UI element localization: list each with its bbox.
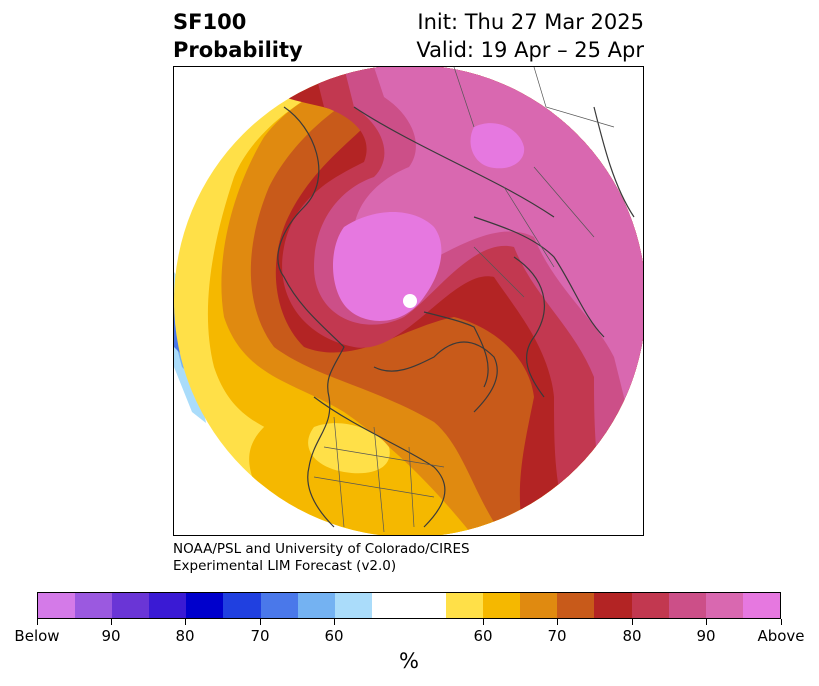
colorbar-segment xyxy=(668,593,706,618)
colorbar-segment xyxy=(112,593,150,618)
valid-period: Valid: 19 Apr – 25 Apr xyxy=(416,38,644,62)
colorbar-tick-label: 80 xyxy=(175,627,195,645)
colorbar-units: % xyxy=(399,649,419,673)
colorbar-tick-label: 60 xyxy=(324,627,344,645)
probability-map xyxy=(173,66,644,536)
colorbar-tick-mark xyxy=(483,619,484,625)
colorbar-tick-mark xyxy=(37,619,38,625)
colorbar-segment xyxy=(149,593,187,618)
init-date: Init: Thu 27 Mar 2025 xyxy=(417,10,644,34)
colorbar-segment xyxy=(631,593,669,618)
colorbar-tick-label: 90 xyxy=(696,627,716,645)
colorbar-tick-label: 80 xyxy=(622,627,642,645)
colorbar-segment xyxy=(520,593,558,618)
colorbar-segment xyxy=(297,593,335,618)
colorbar-segment xyxy=(75,593,113,618)
colorbar xyxy=(37,592,781,619)
colorbar-tick-label: 70 xyxy=(547,627,567,645)
colorbar-tick-label: 70 xyxy=(250,627,270,645)
colorbar-tick-mark xyxy=(557,619,558,625)
credit-line-organization: NOAA/PSL and University of Colorado/CIRE… xyxy=(173,541,470,557)
colorbar-tick-mark xyxy=(260,619,261,625)
credit-text: NOAA/PSL and University of Colorado/CIRE… xyxy=(173,541,470,575)
colorbar-segment xyxy=(483,593,521,618)
colorbar-segment xyxy=(408,593,447,618)
colorbar-tick-label: 90 xyxy=(101,627,121,645)
colorbar-tick-label: 60 xyxy=(473,627,493,645)
colorbar-tick-mark xyxy=(185,619,186,625)
colorbar-segment xyxy=(742,593,780,618)
colorbar-segment xyxy=(334,593,372,618)
colorbar-tick-label: Above xyxy=(757,627,805,645)
coastlines xyxy=(277,106,635,528)
credit-line-model: Experimental LIM Forecast (v2.0) xyxy=(173,558,397,574)
colorbar-segment xyxy=(223,593,261,618)
colorbar-tick-mark xyxy=(706,619,707,625)
colorbar-segment xyxy=(371,593,409,618)
colorbar-segment xyxy=(446,593,484,618)
colorbar-segment xyxy=(594,593,632,618)
colorbar-segment xyxy=(705,593,743,618)
north-pole-marker xyxy=(403,294,417,308)
map-title: SF100 Probability xyxy=(173,8,303,64)
colorbar-tick-mark xyxy=(111,619,112,625)
title-variable: SF100 xyxy=(173,10,247,34)
map-dates: Init: Thu 27 Mar 2025 Valid: 19 Apr – 25… xyxy=(416,8,644,64)
title-quantity: Probability xyxy=(173,38,303,62)
colorbar-segment xyxy=(186,593,224,618)
colorbar-tick-mark xyxy=(334,619,335,625)
colorbar-segment xyxy=(260,593,298,618)
polar-map-svg xyxy=(174,67,643,535)
colorbar-tick-label: Below xyxy=(14,627,60,645)
colorbar-tick-mark xyxy=(632,619,633,625)
colorbar-segment xyxy=(38,593,76,618)
colorbar-tick-mark xyxy=(781,619,782,625)
colorbar-segment xyxy=(557,593,595,618)
political-borders xyxy=(313,67,615,533)
